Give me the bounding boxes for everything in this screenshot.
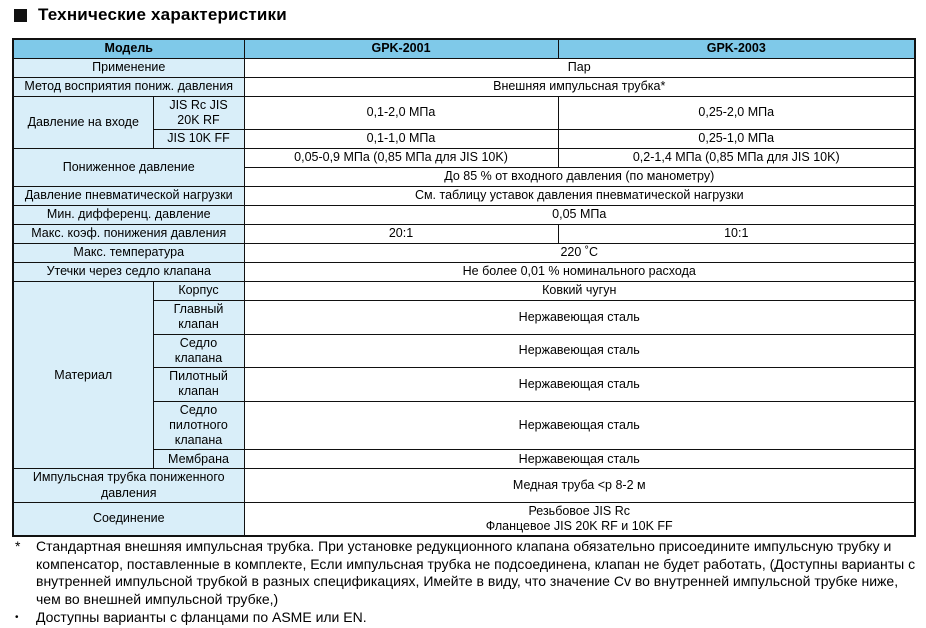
row-min-differential-pressure: Мин. дифференц. давление 0,05 МПа bbox=[12, 205, 916, 225]
row-label: Утечки через седло клапана bbox=[12, 262, 245, 282]
row-label: Применение bbox=[12, 57, 245, 78]
row-value-gpk2003: 0,25-1,0 МПа bbox=[557, 129, 916, 149]
asterisk-marker: * bbox=[15, 538, 21, 554]
row-loading-pressure: Давление пневматической нагрузки См. таб… bbox=[12, 186, 916, 206]
row-sub-label: Пилотный клапан bbox=[152, 367, 245, 402]
row-connection: Соединение Резьбовое JIS Rc Фланцевое JI… bbox=[12, 501, 916, 537]
row-value: Нержавеющая сталь bbox=[243, 300, 916, 335]
row-sub-label: JIS Rc JIS 20K RF bbox=[152, 95, 245, 130]
row-value-gpk2001: 0,05-0,9 МПа (0,85 МПа для JIS 10K) bbox=[243, 148, 559, 168]
row-sub-label: Мембрана bbox=[152, 449, 245, 470]
row-value: Пар bbox=[243, 57, 916, 78]
row-material-body: Материал Корпус Ковкий чугун bbox=[12, 280, 916, 470]
row-material-diaphragm: Мембрана Нержавеющая сталь bbox=[13, 449, 916, 470]
row-group-label: Материал bbox=[12, 280, 154, 470]
header-gpk-2001: GPK-2001 bbox=[243, 38, 559, 59]
row-value: См. таблицу уставок давления пневматичес… bbox=[243, 186, 916, 206]
row-value: Внешняя импульсная трубка* bbox=[243, 76, 916, 97]
row-value-gpk2001: 0,1-2,0 МПа bbox=[243, 95, 559, 130]
row-max-temperature: Макс. температура 220 ˚C bbox=[12, 243, 916, 263]
row-label: Мин. дифференц. давление bbox=[12, 205, 245, 225]
row-value-gpk2003: 10:1 bbox=[557, 224, 916, 244]
row-sub-label: JIS 10K FF bbox=[152, 129, 245, 149]
row-reduced-pressure-1: Пониженное давление 0,05-0,9 МПа (0,85 М… bbox=[12, 148, 916, 187]
row-value: Нержавеющая сталь bbox=[243, 367, 916, 402]
section-header: Технические характеристики bbox=[14, 5, 287, 25]
row-material-main-valve: Главный клапан Нержавеющая сталь bbox=[13, 300, 916, 335]
row-value-gpk2001: 0,1-1,0 МПа bbox=[243, 129, 559, 149]
row-value: Нержавеющая сталь bbox=[243, 400, 916, 451]
row-value: Ковкий чугун bbox=[243, 281, 916, 301]
row-group-label: Давление на входе bbox=[12, 95, 154, 149]
header-gpk-2003: GPK-2003 bbox=[557, 38, 916, 59]
row-value: Нержавеющая сталь bbox=[243, 449, 916, 470]
row-label: Метод восприятия пониж. давления bbox=[12, 76, 245, 97]
table-header-row: Модель GPK-2001 GPK-2003 bbox=[12, 38, 916, 59]
section-marker-icon bbox=[14, 8, 27, 22]
row-inlet-pressure-2: JIS 10K FF 0,1-1,0 МПа 0,25-1,0 МПа bbox=[13, 129, 916, 149]
row-material-valve-seat: Седло клапана Нержавеющая сталь bbox=[13, 333, 916, 368]
row-value: 220 ˚C bbox=[243, 243, 916, 263]
row-seat-leakage: Утечки через седло клапана Не более 0,01… bbox=[12, 262, 916, 282]
row-value: Резьбовое JIS Rc Фланцевое JIS 20K RF и … bbox=[243, 501, 916, 537]
footnote-text: Стандартная внешняя импульсная трубка. П… bbox=[36, 538, 916, 607]
bullet-marker: • bbox=[15, 612, 19, 623]
row-sub-label: Главный клапан bbox=[152, 300, 245, 335]
row-label: Соединение bbox=[12, 501, 245, 537]
header-model: Модель bbox=[12, 38, 245, 59]
row-label: Импульсная трубка пониженного давления bbox=[12, 468, 245, 503]
row-value: Нержавеющая сталь bbox=[243, 333, 916, 368]
row-sub-label: Корпус bbox=[152, 281, 245, 301]
row-label: Макс. коэф. понижения давления bbox=[12, 224, 245, 244]
row-value: Медная труба <p 8-2 м bbox=[243, 468, 916, 503]
footnote-text: Доступны варианты с фланцами по ASME или… bbox=[36, 609, 367, 625]
footnote-2: • Доступны варианты с фланцами по ASME и… bbox=[12, 609, 918, 627]
row-value: 0,05 МПа bbox=[243, 205, 916, 225]
row-max-turndown-ratio: Макс. коэф. понижения давления 20:1 10:1 bbox=[12, 224, 916, 244]
row-material-pilot-valve: Пилотный клапан Нержавеющая сталь bbox=[13, 367, 916, 402]
row-value-gpk2003: 0,25-2,0 МПа bbox=[557, 95, 916, 130]
row-value: До 85 % от входного давления (по маномет… bbox=[243, 167, 916, 187]
row-inlet-pressure-1: Давление на входе JIS Rc JIS 20K RF 0,1-… bbox=[12, 95, 916, 149]
footnotes: * Стандартная внешняя импульсная трубка.… bbox=[12, 538, 918, 628]
row-sub-label: Седло клапана bbox=[152, 333, 245, 368]
page-title: Технические характеристики bbox=[38, 5, 287, 24]
row-label: Макс. температура bbox=[12, 243, 245, 263]
row-value-gpk2001: 20:1 bbox=[243, 224, 559, 244]
footnote-1: * Стандартная внешняя импульсная трубка.… bbox=[12, 538, 918, 608]
row-sensing-pipe: Импульсная трубка пониженного давления М… bbox=[12, 468, 916, 503]
row-application: Применение Пар bbox=[12, 57, 916, 78]
row-value: Не более 0,01 % номинального расхода bbox=[243, 262, 916, 282]
row-group-label: Пониженное давление bbox=[12, 148, 245, 187]
row-sensing-method: Метод восприятия пониж. давления Внешняя… bbox=[12, 76, 916, 97]
row-value-gpk2003: 0,2-1,4 МПа (0,85 МПа для JIS 10K) bbox=[557, 148, 916, 168]
row-material-pilot-valve-seat: Седло пилотного клапана Нержавеющая стал… bbox=[13, 400, 916, 451]
row-label: Давление пневматической нагрузки bbox=[12, 186, 245, 206]
row-sub-label: Седло пилотного клапана bbox=[152, 400, 245, 451]
spec-table: Модель GPK-2001 GPK-2003 Применение Пар … bbox=[12, 38, 916, 538]
